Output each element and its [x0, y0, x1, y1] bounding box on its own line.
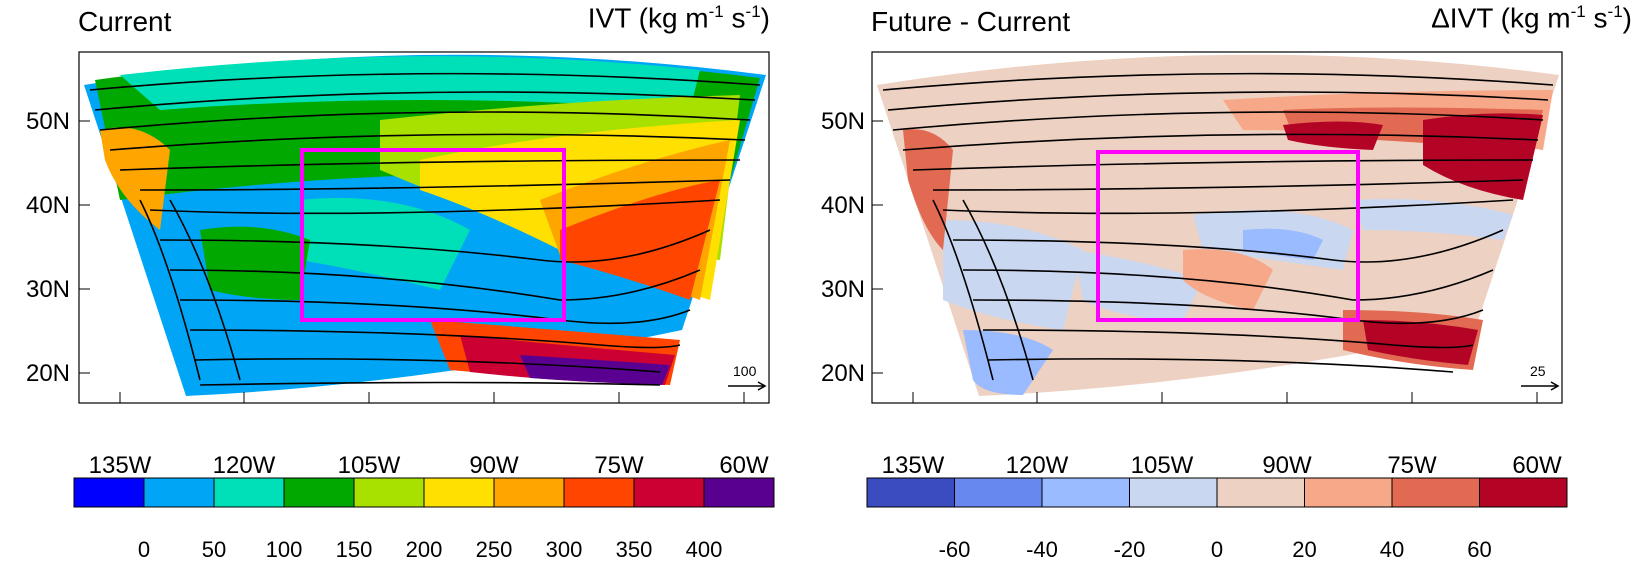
- colorbar: [73, 477, 775, 508]
- plot-frame: [78, 51, 770, 404]
- colorbar-swatch: [866, 477, 955, 508]
- lon-label-105w: 105W: [1130, 452, 1194, 479]
- wind-vectors: [882, 72, 1554, 381]
- ref-vector-label: 100: [733, 363, 757, 379]
- lat-label-40n: 40N: [25, 192, 70, 219]
- colorbar-swatch: [353, 477, 425, 508]
- colorbar-swatch: [954, 477, 1043, 508]
- plot-frame: [871, 51, 1563, 404]
- colorbar-swatch: [703, 477, 775, 508]
- colorbar-swatch: [1129, 477, 1218, 508]
- panel-title: Future - Current: [871, 6, 1071, 37]
- map-canvas: [866, 51, 1568, 508]
- colorbar-label: 0: [137, 537, 151, 562]
- colorbar-swatch: [633, 477, 705, 508]
- colorbar-label: -40: [1026, 537, 1058, 562]
- lat-label-20n: 20N: [25, 360, 70, 387]
- colorbar-label: -60: [938, 537, 971, 562]
- lat-label-30n: 30N: [820, 276, 865, 303]
- colorbar-swatch: [1216, 477, 1305, 508]
- ref-vector-label: 25: [1530, 363, 1546, 379]
- panel-difference: Future - Current ΔIVT (kg m-1 s-1): [821, 0, 1646, 562]
- lon-label-75w: 75W: [1387, 452, 1437, 479]
- colorbar-swatch: [563, 477, 635, 508]
- colorbar-label: 150: [335, 537, 373, 562]
- colorbar-label: 400: [685, 537, 723, 562]
- units-title: IVT (kg m-1 s-1): [587, 2, 770, 34]
- units-title: ΔIVT (kg m-1 s-1): [1431, 2, 1632, 34]
- colorbar-swatch: [423, 477, 495, 508]
- lon-label-90w: 90W: [469, 452, 519, 479]
- colorbar-swatch: [1391, 477, 1480, 508]
- colorbar-swatch: [283, 477, 355, 508]
- lat-label-20n: 20N: [820, 360, 865, 387]
- colorbar-label: 250: [475, 537, 513, 562]
- lon-label-120w: 120W: [212, 452, 276, 479]
- lat-label-50n: 50N: [820, 108, 865, 135]
- lon-label-135w: 135W: [881, 452, 945, 479]
- colorbar: [866, 477, 1568, 508]
- lon-label-90w: 90W: [1262, 452, 1312, 479]
- ivt-field: [84, 54, 766, 396]
- colorbar-swatch: [1041, 477, 1130, 508]
- delta-ivt-field: [877, 54, 1559, 396]
- colorbar-label: 60: [1467, 537, 1492, 562]
- lat-label-30n: 30N: [25, 276, 70, 303]
- colorbar-swatch: [73, 477, 145, 508]
- axis-ticks: [872, 120, 1538, 403]
- colorbar-swatch: [213, 477, 285, 508]
- colorbar-label: 350: [615, 537, 653, 562]
- lat-label-40n: 40N: [820, 192, 865, 219]
- lon-label-60w: 60W: [719, 452, 769, 479]
- colorbar-label: 300: [545, 537, 583, 562]
- lon-label-120w: 120W: [1005, 452, 1069, 479]
- colorbar-label: 0: [1210, 537, 1224, 562]
- lon-label-135w: 135W: [88, 452, 152, 479]
- lon-label-105w: 105W: [337, 452, 401, 479]
- colorbar-label: 200: [405, 537, 443, 562]
- panel-title: Current: [78, 6, 172, 37]
- wind-vectors: [89, 72, 761, 386]
- colorbar-label: 20: [1292, 537, 1317, 562]
- colorbar-swatch: [1304, 477, 1393, 508]
- colorbar-swatch: [143, 477, 215, 508]
- axis-ticks: [79, 120, 745, 403]
- colorbar-label: 100: [265, 537, 303, 562]
- colorbar-label: 40: [1379, 537, 1405, 562]
- lon-label-60w: 60W: [1512, 452, 1562, 479]
- panel-current: Current IVT (kg m-1 s-1): [0, 0, 823, 562]
- study-region-box: [300, 148, 566, 322]
- colorbar-label: -20: [1113, 537, 1146, 562]
- colorbar-label: 50: [201, 537, 227, 562]
- map-canvas: [73, 51, 775, 508]
- colorbar-swatch: [1479, 477, 1568, 508]
- study-region-box: [1096, 150, 1360, 322]
- lat-label-50n: 50N: [25, 108, 70, 135]
- lon-label-75w: 75W: [594, 452, 644, 479]
- colorbar-swatch: [493, 477, 565, 508]
